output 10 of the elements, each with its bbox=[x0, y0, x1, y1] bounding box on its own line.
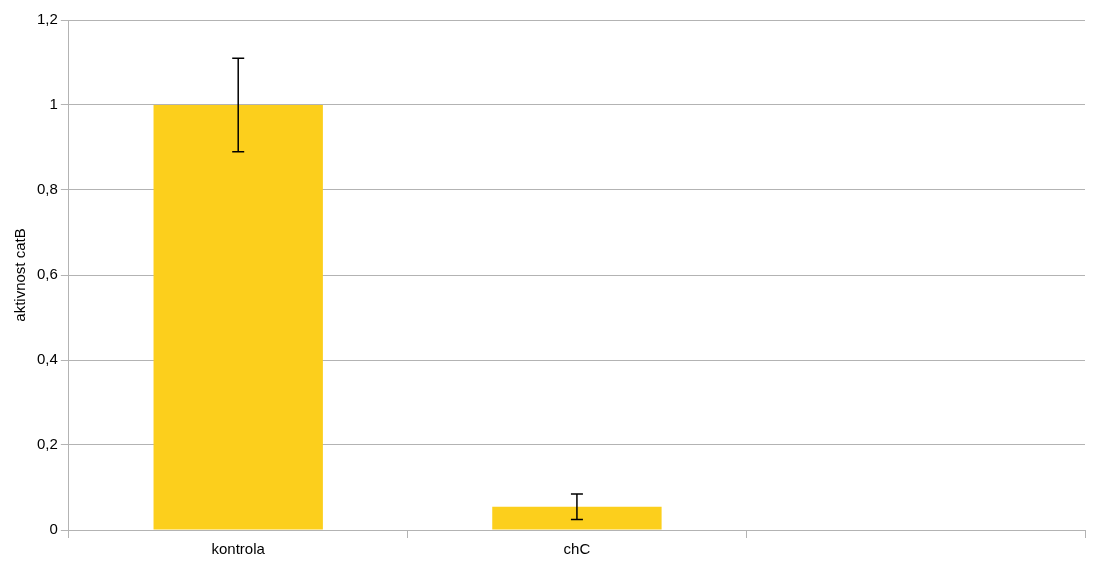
y-tick-label: 1 bbox=[49, 95, 58, 113]
x-tick-label: kontrola bbox=[211, 540, 266, 558]
y-axis-title: aktivnost catB bbox=[11, 228, 29, 322]
x-tick-label: chC bbox=[563, 540, 591, 558]
y-tick-label: 0 bbox=[49, 520, 58, 538]
y-tick-label: 1,2 bbox=[36, 10, 58, 28]
y-tick-label: 0,8 bbox=[36, 180, 58, 198]
y-tick-label: 0,2 bbox=[36, 435, 58, 453]
y-tick-label: 0,6 bbox=[36, 265, 58, 283]
y-tick-label: 0,4 bbox=[36, 350, 58, 368]
